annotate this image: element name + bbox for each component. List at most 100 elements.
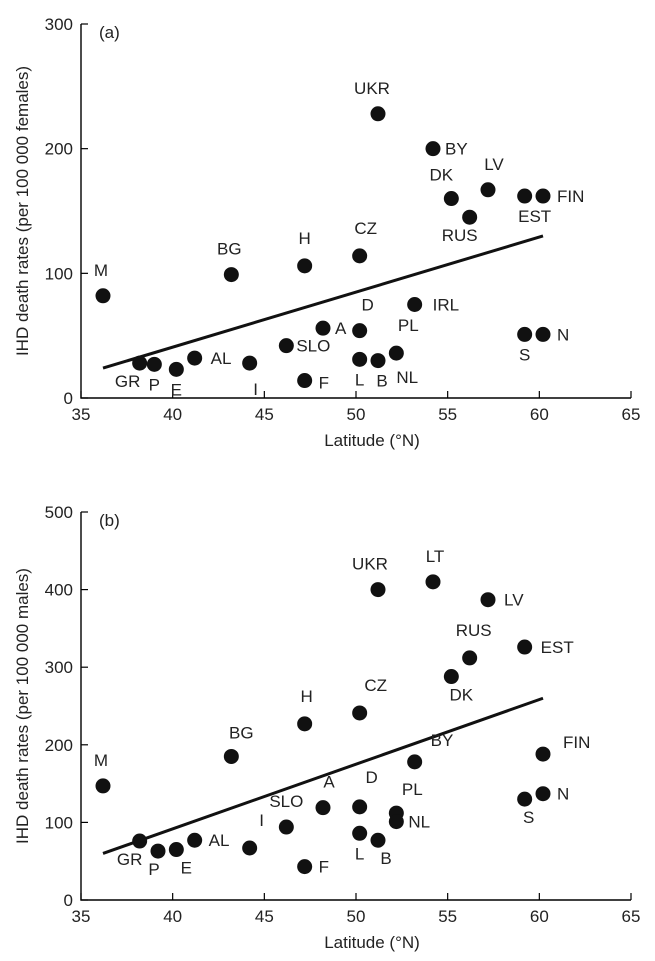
data-point <box>535 188 551 204</box>
data-point <box>95 288 111 304</box>
point-label: UKR <box>354 79 390 98</box>
point-label: FIN <box>557 187 584 206</box>
data-point <box>407 297 423 312</box>
point-label: BG <box>217 240 242 259</box>
x-tick-label: 50 <box>347 907 366 926</box>
data-point <box>443 669 459 685</box>
data-point <box>297 373 313 389</box>
point-label: M <box>94 751 108 770</box>
y-tick-label: 100 <box>45 264 73 283</box>
data-point <box>352 323 368 339</box>
data-point <box>223 748 239 764</box>
data-point <box>168 842 184 858</box>
point-label: CZ <box>354 219 377 238</box>
data-point <box>242 840 258 856</box>
y-tick-label: 500 <box>45 503 73 522</box>
data-point <box>517 639 533 655</box>
y-tick-label: 0 <box>64 891 73 910</box>
y-axis-title: IHD death rates (per 100 000 males) <box>13 568 32 844</box>
point-label: L <box>355 844 364 863</box>
point-label: RUS <box>456 621 492 640</box>
x-axis-title: Latitude (°N) <box>324 431 420 450</box>
point-label: LT <box>426 547 445 566</box>
point-label: UKR <box>352 555 388 574</box>
x-tick-label: 35 <box>72 907 91 926</box>
x-tick-label: 65 <box>622 405 641 424</box>
point-label: E <box>171 380 182 399</box>
x-axis-title: Latitude (°N) <box>324 933 420 952</box>
y-tick-label: 400 <box>45 581 73 600</box>
point-label: A <box>323 773 335 792</box>
point-label: B <box>376 372 387 391</box>
point-label: F <box>319 374 329 393</box>
data-point <box>370 106 386 122</box>
point-label: D <box>366 768 378 787</box>
data-point <box>297 716 313 732</box>
point-label: P <box>148 860 159 879</box>
data-point <box>388 345 404 361</box>
point-label: CZ <box>364 676 387 695</box>
point-label: PL <box>398 316 419 335</box>
data-point <box>95 778 111 794</box>
point-label: L <box>355 370 364 389</box>
point-label: H <box>299 229 311 248</box>
point-label: FIN <box>563 733 590 752</box>
data-point <box>407 754 423 770</box>
point-label: NL <box>396 368 418 387</box>
y-tick-label: 300 <box>45 658 73 677</box>
point-label: S <box>519 345 530 364</box>
point-label: BY <box>445 140 468 159</box>
y-axis-title: IHD death rates (per 100 000 females) <box>13 66 32 356</box>
point-label: D <box>362 296 374 315</box>
data-point <box>370 832 386 848</box>
panel-label: (b) <box>99 511 120 530</box>
trend-line <box>102 696 544 855</box>
x-tick-label: 45 <box>255 405 274 424</box>
data-point <box>535 746 551 762</box>
panel-label: (a) <box>99 23 120 42</box>
data-point <box>132 833 148 849</box>
data-point <box>187 832 203 848</box>
data-point <box>297 258 313 274</box>
data-point <box>443 191 459 207</box>
data-point <box>535 786 551 802</box>
point-label: SLO <box>269 792 303 811</box>
point-label: A <box>335 319 347 338</box>
data-point <box>517 326 533 342</box>
point-label: NL <box>408 813 430 832</box>
x-tick-label: 55 <box>438 405 457 424</box>
data-point <box>278 819 294 835</box>
x-tick-label: 55 <box>438 907 457 926</box>
data-point <box>535 326 551 342</box>
point-label: PL <box>402 780 423 799</box>
data-point <box>278 338 294 354</box>
point-label: IRL <box>433 296 459 315</box>
x-tick-label: 60 <box>530 907 549 926</box>
data-point <box>517 791 533 807</box>
point-label: LV <box>484 155 504 174</box>
y-tick-label: 100 <box>45 813 73 832</box>
y-tick-label: 200 <box>45 736 73 755</box>
data-point <box>352 248 368 264</box>
data-point <box>517 188 533 204</box>
y-tick-label: 200 <box>45 140 73 159</box>
x-tick-label: 40 <box>163 405 182 424</box>
point-label: LV <box>504 591 524 610</box>
x-tick-label: 35 <box>72 405 91 424</box>
data-point <box>462 650 478 666</box>
point-label: B <box>380 849 391 868</box>
data-point <box>150 843 166 859</box>
point-label: H <box>301 687 313 706</box>
y-tick-label: 300 <box>45 15 73 34</box>
point-label: EST <box>541 638 574 657</box>
chart-panel-b: 35 40 45 50 55 60 65 0 100 200 300 400 500 Latitude (… <box>13 503 640 952</box>
point-label: BY <box>431 731 454 750</box>
point-label: P <box>149 375 160 394</box>
data-point <box>146 356 162 372</box>
point-label: N <box>557 785 569 804</box>
x-tick-label: 45 <box>255 907 274 926</box>
data-point <box>352 351 368 367</box>
point-label: EST <box>518 207 551 226</box>
